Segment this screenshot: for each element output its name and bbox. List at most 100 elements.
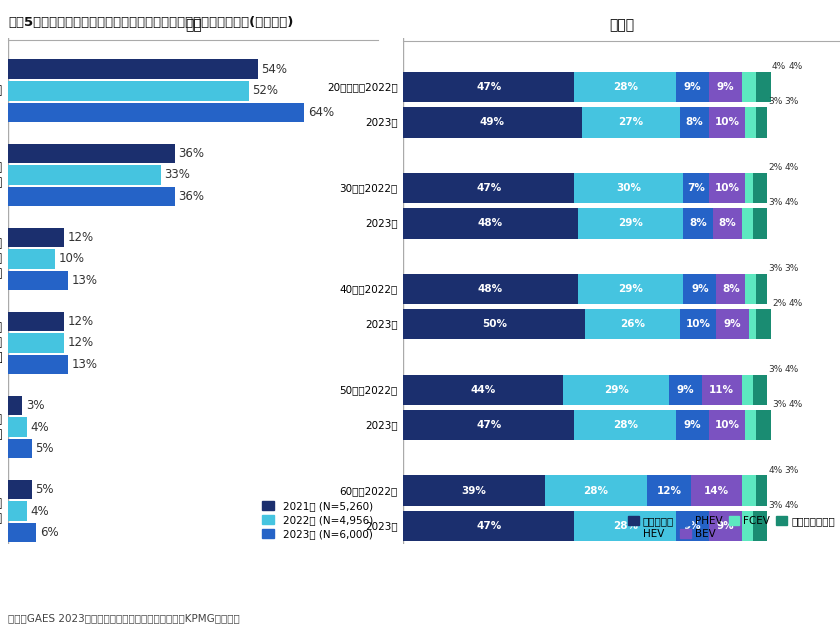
Bar: [676, 410, 709, 441]
Bar: [756, 309, 771, 339]
Text: 28%: 28%: [612, 420, 638, 430]
Text: 10%: 10%: [715, 183, 740, 193]
Text: 6%: 6%: [39, 526, 59, 539]
Text: 3%: 3%: [785, 97, 799, 106]
Text: 47%: 47%: [476, 521, 501, 531]
Bar: [745, 107, 756, 137]
Title: 全体: 全体: [185, 18, 202, 33]
Bar: [8, 439, 32, 458]
Text: 9%: 9%: [691, 284, 709, 294]
Bar: [8, 187, 175, 206]
Bar: [753, 375, 767, 405]
Bar: [680, 107, 709, 137]
Bar: [749, 309, 756, 339]
Bar: [684, 173, 709, 203]
Bar: [578, 273, 684, 304]
Text: 3%: 3%: [785, 264, 799, 273]
Bar: [403, 511, 575, 541]
Bar: [745, 410, 756, 441]
Bar: [403, 173, 575, 203]
Text: 10%: 10%: [685, 319, 711, 329]
Bar: [403, 107, 581, 137]
Bar: [8, 501, 27, 521]
Text: 14%: 14%: [704, 486, 729, 496]
Text: 33%: 33%: [165, 168, 191, 181]
Bar: [564, 375, 669, 405]
Bar: [676, 72, 709, 103]
Bar: [690, 475, 742, 506]
Bar: [575, 511, 676, 541]
Bar: [669, 375, 701, 405]
Text: 8%: 8%: [689, 218, 707, 228]
Bar: [8, 228, 64, 248]
Text: 7%: 7%: [687, 183, 705, 193]
Bar: [8, 271, 69, 290]
Bar: [403, 475, 545, 506]
Bar: [403, 375, 564, 405]
Text: 54%: 54%: [261, 63, 287, 76]
Bar: [8, 396, 22, 415]
Text: 47%: 47%: [476, 183, 501, 193]
Text: 29%: 29%: [618, 284, 643, 294]
Text: 今後5年以内に車を購入するとしたら、どの自動車を選びますか？(複数選択): 今後5年以内に車を購入するとしたら、どの自動車を選びますか？(複数選択): [8, 16, 294, 29]
Bar: [709, 173, 745, 203]
Bar: [403, 410, 575, 441]
Bar: [8, 333, 64, 353]
Text: 8%: 8%: [722, 284, 740, 294]
Bar: [8, 523, 36, 542]
Text: 50%: 50%: [481, 319, 507, 329]
Legend: エンジン車, HEV, PHEV, BEV, FCEV, 水素エンジン車: エンジン車, HEV, PHEV, BEV, FCEV, 水素エンジン車: [628, 516, 835, 539]
Bar: [647, 475, 690, 506]
Text: 8%: 8%: [685, 117, 703, 127]
Text: 10%: 10%: [715, 117, 740, 127]
Bar: [403, 208, 578, 239]
Text: 9%: 9%: [717, 82, 734, 92]
Bar: [403, 309, 585, 339]
Text: 44%: 44%: [470, 385, 496, 395]
Text: 4%: 4%: [772, 62, 786, 71]
Bar: [8, 480, 32, 499]
Text: 10%: 10%: [58, 253, 84, 265]
Bar: [753, 208, 767, 239]
Bar: [684, 208, 712, 239]
Text: 48%: 48%: [478, 284, 503, 294]
Bar: [742, 72, 756, 103]
Text: 5%: 5%: [35, 483, 54, 496]
Bar: [717, 273, 745, 304]
Text: 29%: 29%: [618, 218, 643, 228]
Text: 3%: 3%: [769, 97, 783, 106]
Legend: 2021年 (N=5,260), 2022年 (N=4,956), 2023年 (N=6,000): 2021年 (N=5,260), 2022年 (N=4,956), 2023年 …: [262, 501, 373, 539]
Bar: [745, 173, 753, 203]
Bar: [742, 475, 756, 506]
Bar: [676, 511, 709, 541]
Text: 27%: 27%: [618, 117, 643, 127]
Text: 3%: 3%: [769, 501, 783, 510]
Text: 3%: 3%: [769, 198, 783, 207]
Bar: [745, 273, 756, 304]
Bar: [684, 273, 717, 304]
Text: 36%: 36%: [178, 190, 204, 203]
Text: 3%: 3%: [26, 399, 45, 412]
Bar: [742, 208, 753, 239]
Bar: [8, 165, 161, 185]
Bar: [8, 81, 249, 101]
Bar: [756, 273, 767, 304]
Text: 4%: 4%: [769, 466, 783, 475]
Text: 11%: 11%: [709, 385, 734, 395]
Text: 12%: 12%: [656, 486, 681, 496]
Text: 13%: 13%: [72, 274, 98, 287]
Text: 64%: 64%: [307, 106, 334, 119]
Text: 9%: 9%: [684, 420, 701, 430]
Text: 3%: 3%: [785, 466, 799, 475]
Text: 4%: 4%: [785, 365, 799, 374]
Bar: [742, 511, 753, 541]
Text: 4%: 4%: [30, 505, 50, 518]
Bar: [756, 475, 767, 506]
Bar: [403, 72, 575, 103]
Text: 28%: 28%: [584, 486, 609, 496]
Text: 52%: 52%: [252, 84, 278, 97]
Bar: [575, 410, 676, 441]
Text: 13%: 13%: [72, 358, 98, 371]
Text: 9%: 9%: [724, 319, 742, 329]
Bar: [545, 475, 647, 506]
